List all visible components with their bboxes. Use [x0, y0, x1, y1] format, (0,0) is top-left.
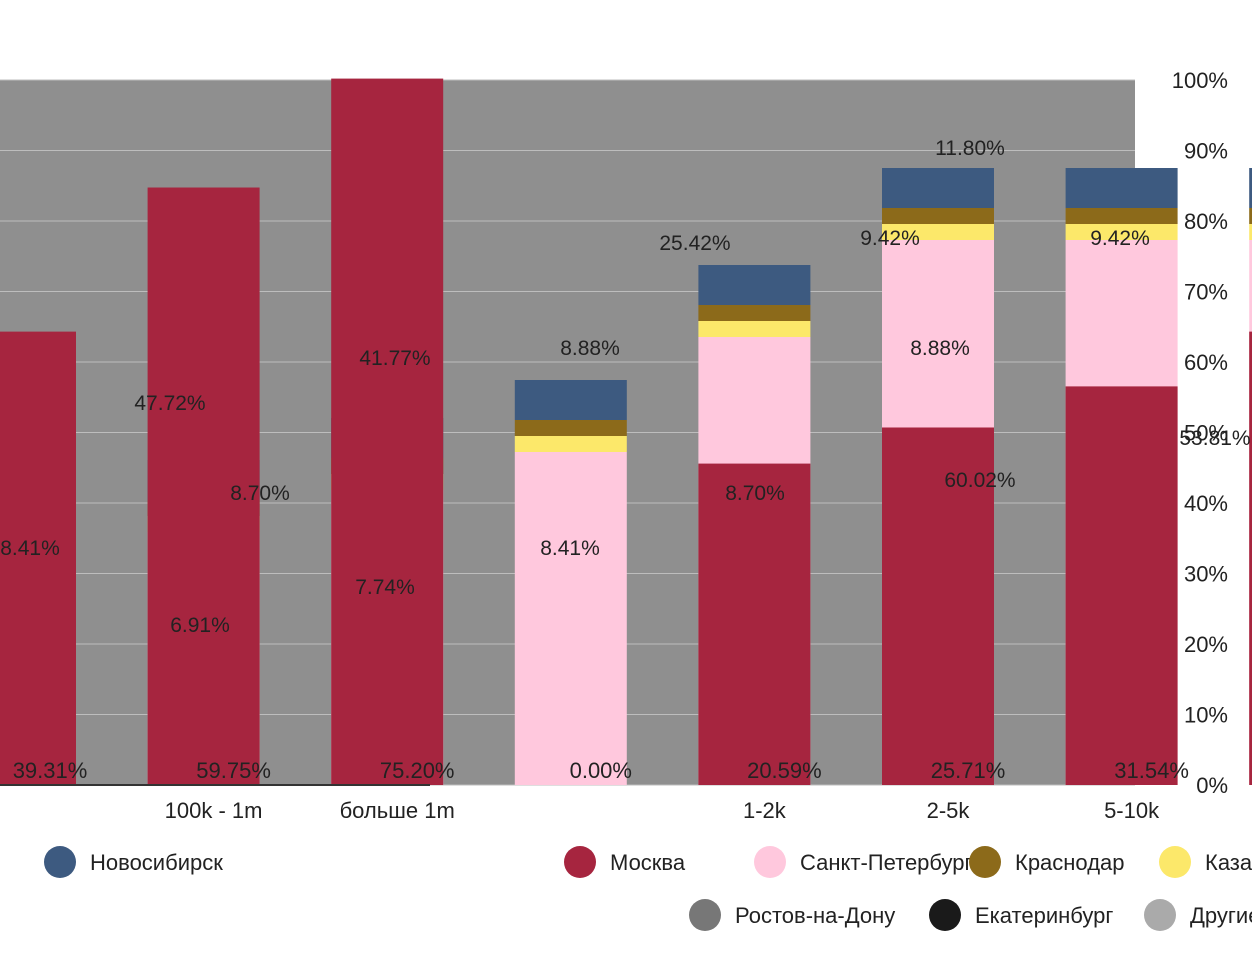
data-label: 25.71%: [931, 758, 1006, 783]
data-label: 9.42%: [860, 227, 920, 250]
x-tick-label: 5-10k: [1104, 798, 1160, 823]
data-label: 53.81%: [1179, 427, 1250, 450]
bar-moscow: [0, 331, 76, 785]
bar-segment: [514, 436, 627, 452]
bar-segment: [514, 420, 627, 436]
bar-segment: [1065, 208, 1178, 224]
data-label: 75.20%: [380, 758, 455, 783]
legend-marker: [754, 846, 786, 878]
data-label: 41.77%: [359, 347, 430, 370]
bar-segment: [514, 452, 627, 468]
bar-segment: [698, 337, 811, 353]
bar-moscow: [698, 463, 811, 785]
x-tick-label: 1-2k: [743, 798, 787, 823]
data-label: 11.80%: [935, 137, 1005, 160]
legend-label: Краснодар: [1015, 850, 1125, 875]
bar-segment: [698, 265, 811, 305]
data-label: 8.41%: [540, 537, 600, 560]
legend-label: Казань: [1205, 850, 1252, 875]
data-label: 8.70%: [230, 482, 290, 505]
legend-marker: [1159, 846, 1191, 878]
y-tick-label: 40%: [1184, 491, 1228, 516]
bar-segment: [882, 224, 994, 240]
legend-marker: [689, 899, 721, 931]
legend-label: Другие: [1190, 903, 1252, 928]
data-label: 59.75%: [196, 758, 271, 783]
legend-marker: [969, 846, 1001, 878]
bar-segment: [882, 208, 994, 224]
bar-segment: [1065, 168, 1178, 208]
bar-segment: [882, 240, 994, 256]
bar-segment: [698, 321, 811, 337]
bar-moscow: [331, 78, 444, 786]
data-label: 47.72%: [134, 392, 205, 415]
x-tick-label: больше 1m: [340, 798, 455, 823]
data-label: 8.88%: [910, 337, 970, 360]
data-label: 31.54%: [1114, 758, 1189, 783]
data-label: 0.00%: [570, 758, 632, 783]
y-tick-label: 100%: [1172, 68, 1228, 93]
legend-label: Санкт-Петербург: [800, 850, 973, 875]
y-tick-label: 90%: [1184, 139, 1228, 164]
data-label: 7.74%: [355, 576, 415, 599]
legend-label: Екатеринбург: [975, 903, 1113, 928]
legend-label: Новосибирск: [90, 850, 223, 875]
y-tick-label: 0%: [1196, 773, 1228, 798]
y-tick-label: 10%: [1184, 703, 1228, 728]
data-label: 39.31%: [13, 758, 88, 783]
data-label: 8.88%: [560, 337, 620, 360]
bar-segment-spb: [514, 468, 627, 785]
legend-label: Ростов-на-Дону: [735, 903, 895, 928]
y-tick-label: 80%: [1184, 209, 1228, 234]
bar-segment: [1249, 208, 1252, 224]
data-label: 20.59%: [747, 758, 822, 783]
y-tick-label: 70%: [1184, 280, 1228, 305]
legend-marker: [564, 846, 596, 878]
data-label: 8.70%: [725, 482, 785, 505]
bar-segment: [698, 305, 811, 321]
bar-segment: [1065, 240, 1178, 256]
legend-marker: [1144, 899, 1176, 931]
data-label: 6.91%: [170, 614, 230, 637]
legend-marker: [44, 846, 76, 878]
bar-segment: [1065, 224, 1178, 240]
bar-segment: [514, 380, 627, 420]
y-tick-label: 50%: [1184, 421, 1228, 446]
data-label: 25.42%: [659, 232, 730, 255]
bar-moscow: [1065, 386, 1178, 785]
data-label: 9.42%: [1090, 227, 1150, 250]
legend-marker: [929, 899, 961, 931]
y-tick-label: 30%: [1184, 562, 1228, 587]
legend-label: Москва: [610, 850, 686, 875]
x-tick-label: 100k - 1m: [165, 798, 263, 823]
bar-moscow: [1249, 331, 1252, 785]
y-tick-label: 60%: [1184, 350, 1228, 375]
bar-segment: [1249, 240, 1252, 256]
y-tick-label: 20%: [1184, 632, 1228, 657]
data-label: 60.02%: [944, 469, 1015, 492]
data-label: 8.41%: [0, 537, 60, 560]
bar-segment: [1249, 224, 1252, 240]
bar-segment: [1249, 168, 1252, 208]
bar-moscow: [882, 427, 994, 785]
x-tick-label: 2-5k: [927, 798, 971, 823]
bar-segment: [882, 168, 994, 208]
bar-moscow: [147, 187, 260, 785]
